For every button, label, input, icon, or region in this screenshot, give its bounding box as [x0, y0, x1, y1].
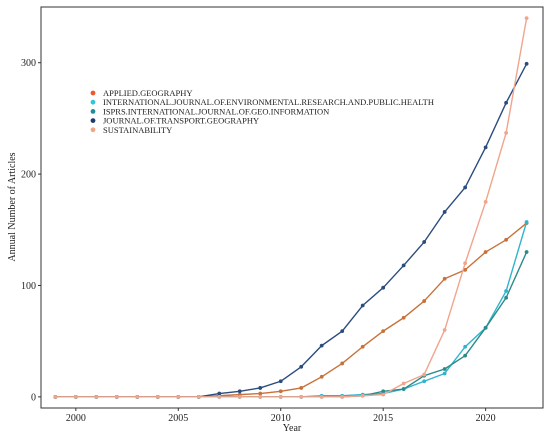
data-point	[278, 394, 283, 399]
data-point	[217, 391, 222, 396]
data-point	[483, 325, 488, 330]
legend-marker	[90, 90, 96, 96]
data-point	[504, 295, 509, 300]
data-point	[258, 386, 263, 390]
legend-marker	[90, 118, 96, 123]
data-point	[94, 394, 99, 399]
data-point	[442, 367, 447, 371]
data-point	[319, 343, 324, 348]
data-point	[381, 392, 386, 397]
data-point	[463, 267, 468, 272]
data-point	[340, 329, 345, 334]
data-point	[504, 100, 509, 105]
x-tick-label: 2010	[271, 413, 291, 424]
data-point	[401, 315, 406, 320]
data-point	[524, 16, 529, 21]
data-point	[381, 389, 386, 394]
legend-marker	[90, 127, 96, 133]
plot-area	[53, 16, 529, 399]
data-point	[114, 394, 119, 399]
data-point	[442, 276, 447, 281]
data-point	[483, 250, 488, 254]
y-tick-label: 300	[21, 58, 36, 69]
x-axis-label: Year	[283, 423, 302, 434]
data-point	[258, 391, 263, 396]
data-point	[278, 379, 283, 384]
data-point	[504, 289, 509, 293]
series-4	[53, 16, 529, 399]
x-axis: 2000 2005 2010 2015 2020	[66, 408, 496, 424]
data-point	[53, 394, 58, 399]
data-point	[401, 381, 406, 386]
data-point	[217, 394, 222, 399]
data-point	[442, 210, 447, 214]
data-point	[422, 379, 427, 384]
data-point	[360, 393, 365, 398]
data-point	[381, 285, 386, 290]
data-point	[422, 299, 427, 303]
series-line	[55, 18, 528, 398]
legend-label: APPLIED.GEOGRAPHY	[103, 88, 193, 98]
y-tick-label: 200	[21, 170, 36, 181]
data-point	[340, 394, 345, 399]
data-point	[442, 328, 447, 332]
data-point	[463, 353, 468, 358]
x-tick-label: 2000	[66, 413, 86, 424]
data-point	[299, 394, 304, 399]
data-point	[135, 394, 140, 399]
legend-marker	[90, 109, 96, 114]
data-point	[278, 389, 283, 394]
data-point	[176, 394, 181, 399]
data-point	[237, 389, 242, 394]
data-point	[319, 374, 324, 379]
data-point	[360, 303, 365, 308]
data-point	[463, 344, 468, 349]
data-point	[196, 394, 201, 399]
legend-label: SUSTAINABILITY	[103, 125, 172, 135]
data-point	[524, 61, 529, 66]
x-tick-label: 2015	[373, 413, 393, 424]
data-point	[299, 364, 304, 369]
y-tick-label: 100	[21, 281, 36, 292]
data-point	[463, 261, 468, 266]
data-point	[504, 130, 509, 135]
data-point	[442, 371, 447, 376]
data-point	[401, 387, 406, 391]
y-axis: 0 100 200 300	[21, 58, 41, 403]
data-point	[381, 329, 386, 334]
data-point	[524, 220, 529, 224]
legend-marker	[90, 99, 96, 105]
y-tick-label: 0	[31, 392, 36, 403]
legend-label: JOURNAL.OF.TRANSPORT.GEOGRAPHY	[103, 116, 259, 126]
data-point	[483, 145, 488, 150]
data-point	[401, 263, 406, 268]
data-point	[340, 361, 345, 366]
data-point	[504, 237, 509, 242]
data-point	[237, 394, 242, 399]
data-point	[360, 344, 365, 349]
legend-label: ISPRS.INTERNATIONAL.JOURNAL.OF.GEO.INFOR…	[103, 106, 329, 116]
plot-border	[40, 6, 544, 409]
y-axis-label: Annual Number of Articles	[7, 152, 18, 261]
data-point	[155, 394, 160, 399]
legend-label: INTERNATIONAL.JOURNAL.OF.ENVIRONMENTAL.R…	[103, 97, 434, 107]
legend: APPLIED.GEOGRAPHYINTERNATIONAL.JOURNAL.O…	[90, 88, 434, 135]
data-point	[422, 372, 427, 377]
data-point	[483, 200, 488, 204]
data-point	[524, 250, 529, 254]
data-point	[463, 185, 468, 190]
x-tick-label: 2005	[168, 413, 188, 424]
data-point	[258, 394, 263, 399]
data-point	[73, 394, 78, 399]
data-point	[422, 240, 427, 244]
x-tick-label: 2020	[476, 413, 496, 424]
data-point	[299, 386, 304, 390]
data-point	[319, 394, 324, 399]
